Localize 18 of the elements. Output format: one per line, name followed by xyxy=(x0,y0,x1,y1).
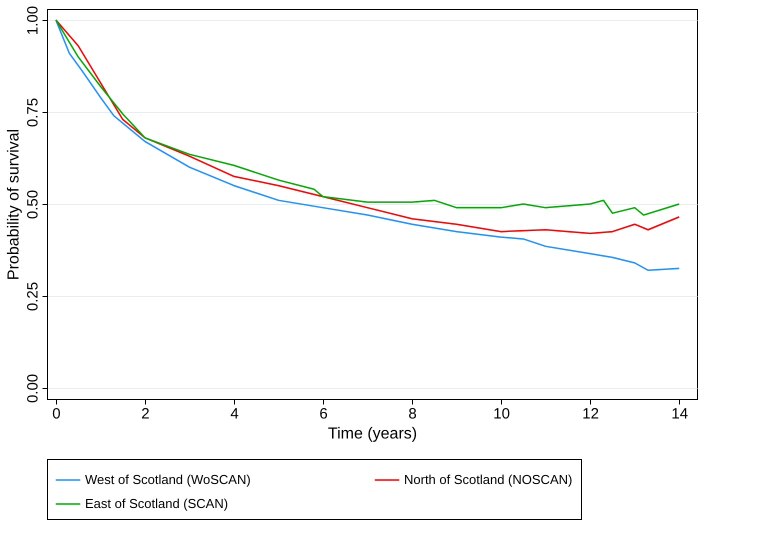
y-axis-title: Probability of survival xyxy=(6,128,22,280)
y-tick-label: 1.00 xyxy=(24,6,42,36)
y-tick-label: 0.25 xyxy=(24,282,42,312)
legend-label: East of Scotland (SCAN) xyxy=(85,496,228,511)
x-axis-title: Time (years) xyxy=(328,426,418,442)
x-tick-label: 12 xyxy=(582,406,599,422)
y-tick-label: 0.75 xyxy=(24,98,42,128)
x-tick-label: 0 xyxy=(52,406,61,422)
legend-label: West of Scotland (WoSCAN) xyxy=(85,472,251,487)
x-tick-label: 8 xyxy=(408,406,417,422)
x-tick-label: 14 xyxy=(671,406,688,422)
x-tick-label: 10 xyxy=(493,406,510,422)
y-tick-label: 0.50 xyxy=(24,190,42,220)
y-tick-label: 0.00 xyxy=(24,374,42,404)
legend-label: North of Scotland (NOSCAN) xyxy=(404,472,572,487)
x-tick-label: 2 xyxy=(141,406,150,422)
x-tick-label: 6 xyxy=(319,406,328,422)
x-tick-label: 4 xyxy=(230,406,239,422)
